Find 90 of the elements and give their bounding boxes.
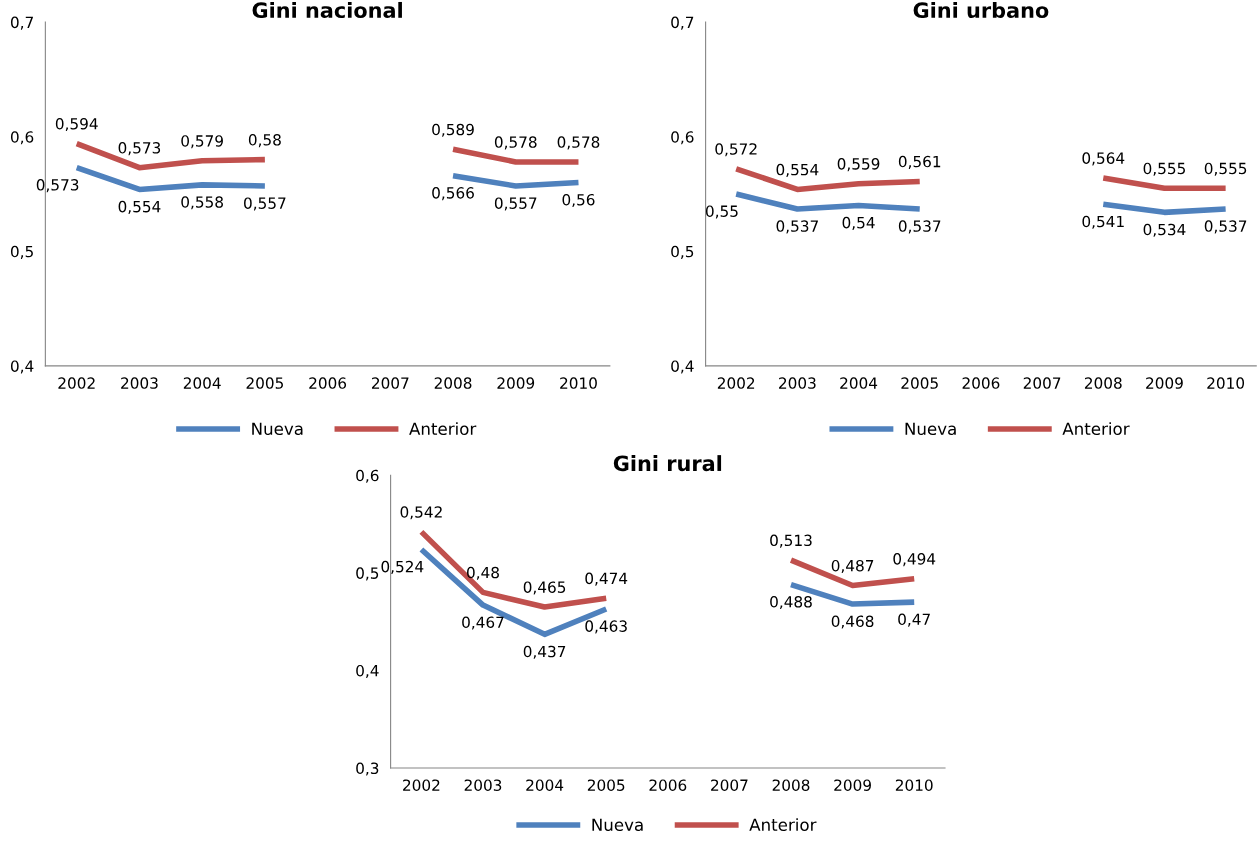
x-tick-label: 2004 [526,779,564,791]
y-tick-label: 0,4 [10,360,34,374]
data-label: 0,537 [776,220,818,234]
y-tick-label: 0,5 [10,245,33,259]
y-tick-label: 0,3 [356,762,379,776]
x-tick-label: 2010 [560,377,597,389]
y-tick-label: 0,5 [356,567,379,581]
y-tick-label: 0,7 [671,16,694,30]
legend-label: Anterior [1062,422,1130,436]
data-label: 0,468 [831,615,874,629]
data-label: 0,55 [705,205,738,219]
x-tick-label: 2008 [1084,377,1122,389]
x-tick-label: 2006 [309,377,347,389]
legend-label: Anterior [749,818,817,832]
data-label: 0,557 [494,197,537,211]
data-label: 0,558 [181,196,223,210]
data-label: 0,578 [494,136,537,150]
data-label: 0,573 [118,142,161,156]
x-tick-label: 2003 [464,779,502,791]
y-tick-label: 0,6 [356,469,379,483]
data-label: 0,474 [585,572,628,586]
data-label: 0,48 [467,566,499,580]
data-label: 0,465 [523,581,566,595]
data-label: 0,555 [1204,162,1247,176]
data-label: 0,494 [893,553,936,567]
data-label: 0,54 [842,216,875,230]
x-tick-label: 2002 [58,377,95,389]
x-tick-label: 2002 [403,779,440,791]
x-tick-label: 2008 [772,779,810,791]
x-tick-label: 2006 [962,377,1000,389]
data-label: 0,487 [831,559,874,574]
chart-title: Gini nacional [252,1,402,19]
data-label: 0,58 [248,134,281,148]
data-label: 0,534 [1143,223,1186,237]
y-tick-label: 0,4 [356,664,379,679]
legend-label: Nueva [252,422,303,436]
data-label: 0,594 [55,117,98,132]
x-tick-label: 2010 [895,779,933,791]
x-tick-label: 2005 [246,377,283,389]
data-label: 0,559 [837,158,880,172]
data-label: 0,47 [898,613,930,627]
x-tick-label: 2005 [587,779,625,791]
data-label: 0,467 [462,616,504,630]
x-tick-label: 2009 [834,779,871,791]
x-tick-label: 2010 [1207,377,1245,389]
x-tick-label: 2009 [497,377,535,389]
data-label: 0,589 [432,123,474,137]
data-label: 0,56 [562,193,595,208]
data-label: 0,513 [770,534,812,548]
data-label: 0,564 [1082,152,1125,166]
data-label: 0,437 [523,645,566,659]
x-tick-label: 2003 [121,377,158,389]
legend-label: Anterior [409,422,477,436]
data-label: 0,572 [715,143,757,157]
legend-label: Nueva [905,422,956,436]
y-tick-label: 0,6 [10,131,34,145]
x-tick-label: 2008 [434,377,472,389]
data-label: 0,566 [432,187,474,201]
data-label: 0,488 [770,595,812,610]
data-label: 0,573 [36,179,79,193]
data-label: 0,557 [244,197,286,211]
chart-title: Gini rural [613,455,722,472]
x-tick-label: 2004 [183,377,221,389]
x-tick-label: 2003 [779,377,816,389]
x-tick-label: 2007 [711,779,748,791]
x-tick-label: 2004 [840,377,878,389]
data-label: 0,537 [898,220,941,234]
data-label: 0,554 [776,163,819,177]
data-label: 0,579 [181,135,223,149]
data-label: 0,578 [557,136,600,150]
y-tick-label: 0,5 [671,245,694,259]
data-label: 0,554 [118,200,161,214]
x-tick-label: 2006 [649,779,687,791]
x-tick-label: 2007 [372,377,409,389]
x-tick-label: 2007 [1023,377,1061,389]
data-label: 0,537 [1204,220,1247,234]
data-label: 0,463 [585,620,627,634]
y-tick-label: 0,7 [10,16,33,30]
data-label: 0,561 [898,155,941,169]
data-label: 0,524 [381,560,424,574]
x-tick-label: 2005 [901,377,938,389]
data-label: 0,542 [400,506,442,520]
x-tick-label: 2002 [717,377,755,389]
y-tick-label: 0,6 [671,131,694,145]
x-tick-label: 2009 [1146,377,1183,389]
legend-label: Nueva [592,818,643,832]
chart-title: Gini urbano [913,1,1049,19]
y-tick-label: 0,4 [671,360,694,374]
data-label: 0,555 [1143,162,1185,176]
data-label: 0,541 [1082,215,1124,229]
